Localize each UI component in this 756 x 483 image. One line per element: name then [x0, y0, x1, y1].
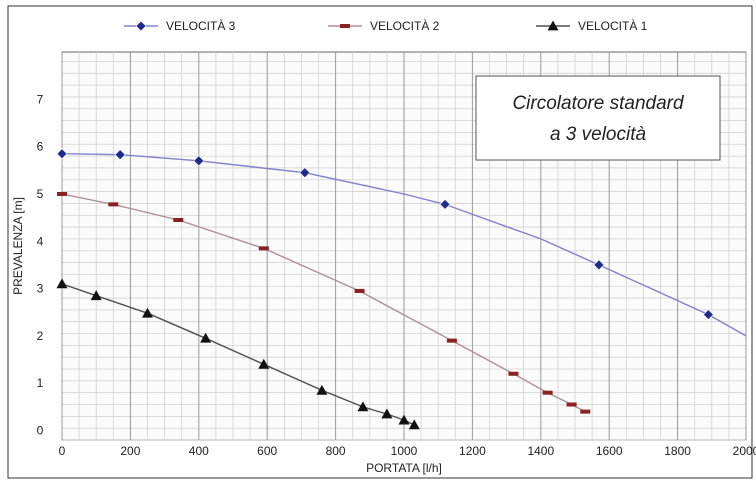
data-point-dash: [108, 202, 119, 207]
series-line: [61, 193, 586, 413]
y-tick-label: 5: [37, 187, 44, 201]
data-point-diamond: [193, 155, 205, 167]
x-tick-label: 1800: [664, 444, 691, 458]
data-point-dash: [354, 288, 365, 293]
x-tick-label: 400: [189, 444, 209, 458]
data-point-triangle: [398, 414, 410, 425]
data-point-triangle: [357, 401, 369, 412]
data-point-dash: [258, 246, 269, 251]
data-point-triangle: [547, 20, 559, 31]
x-tick-label: 0: [59, 444, 66, 458]
y-axis-title: PREVALENZA [m]: [11, 197, 25, 295]
series-group: [57, 191, 591, 414]
data-point-diamond: [135, 20, 147, 32]
y-tick-label: 0: [37, 424, 44, 438]
legend-item: VELOCITÀ 1: [536, 18, 648, 33]
legend: VELOCITÀ 3 VELOCITÀ 2 VELOCITÀ 1: [124, 18, 648, 33]
data-point-triangle: [381, 408, 393, 419]
legend-label: VELOCITÀ 3: [166, 18, 236, 33]
data-point-triangle: [90, 290, 102, 301]
data-point-diamond: [593, 259, 605, 271]
data-point-diamond: [702, 309, 714, 321]
data-point-dash: [566, 402, 577, 407]
data-point-dash: [446, 338, 457, 343]
legend-item: VELOCITÀ 3: [124, 18, 236, 33]
data-point-dash: [173, 217, 184, 222]
x-tick-label: 600: [257, 444, 277, 458]
data-point-diamond: [56, 148, 68, 160]
data-point-triangle: [200, 332, 212, 343]
data-point-triangle: [258, 358, 270, 369]
x-axis-title: PORTATA [l/h]: [366, 461, 442, 475]
legend-label: VELOCITÀ 1: [578, 18, 648, 33]
legend-label: VELOCITÀ 2: [370, 18, 440, 33]
annotation-line-1: Circolatore standard: [512, 93, 685, 114]
series-layer: [56, 148, 747, 430]
y-tick-label: 7: [37, 92, 44, 106]
data-point-dash: [57, 191, 67, 196]
x-tick-label: 200: [120, 444, 140, 458]
data-point-triangle: [142, 307, 153, 318]
annotation-line-2: a 3 velocità: [550, 124, 646, 145]
data-point-dash: [542, 390, 553, 395]
data-point-dash: [508, 371, 519, 376]
annotation-frame: [475, 75, 721, 161]
x-tick-label: 1000: [391, 444, 418, 458]
x-tick-label: 1200: [459, 444, 486, 458]
legend-item: VELOCITÀ 2: [328, 18, 440, 33]
data-point-diamond: [114, 149, 126, 161]
series-line: [61, 283, 415, 426]
y-tick-label: 2: [37, 329, 44, 343]
series-line: [61, 153, 747, 337]
series-group: [56, 148, 747, 337]
data-point-dash: [340, 24, 350, 28]
series-group: [56, 278, 420, 430]
data-point-triangle: [56, 278, 68, 289]
annotation-box: Circolatore standard a 3 velocità: [475, 75, 721, 161]
data-point-dash: [580, 409, 591, 414]
major-grid: [61, 52, 747, 440]
y-tick-label: 6: [37, 140, 44, 154]
data-point-diamond: [439, 198, 451, 210]
x-tick-label: 1600: [596, 444, 623, 458]
y-tick-label: 3: [37, 282, 44, 296]
y-tick-label: 1: [37, 376, 44, 390]
data-point-triangle: [408, 419, 420, 430]
data-point-diamond: [299, 167, 311, 179]
y-tick-label: 4: [37, 234, 44, 248]
x-tick-label: 1400: [527, 444, 554, 458]
x-tick-label: 800: [326, 444, 346, 458]
data-point-triangle: [316, 384, 328, 395]
